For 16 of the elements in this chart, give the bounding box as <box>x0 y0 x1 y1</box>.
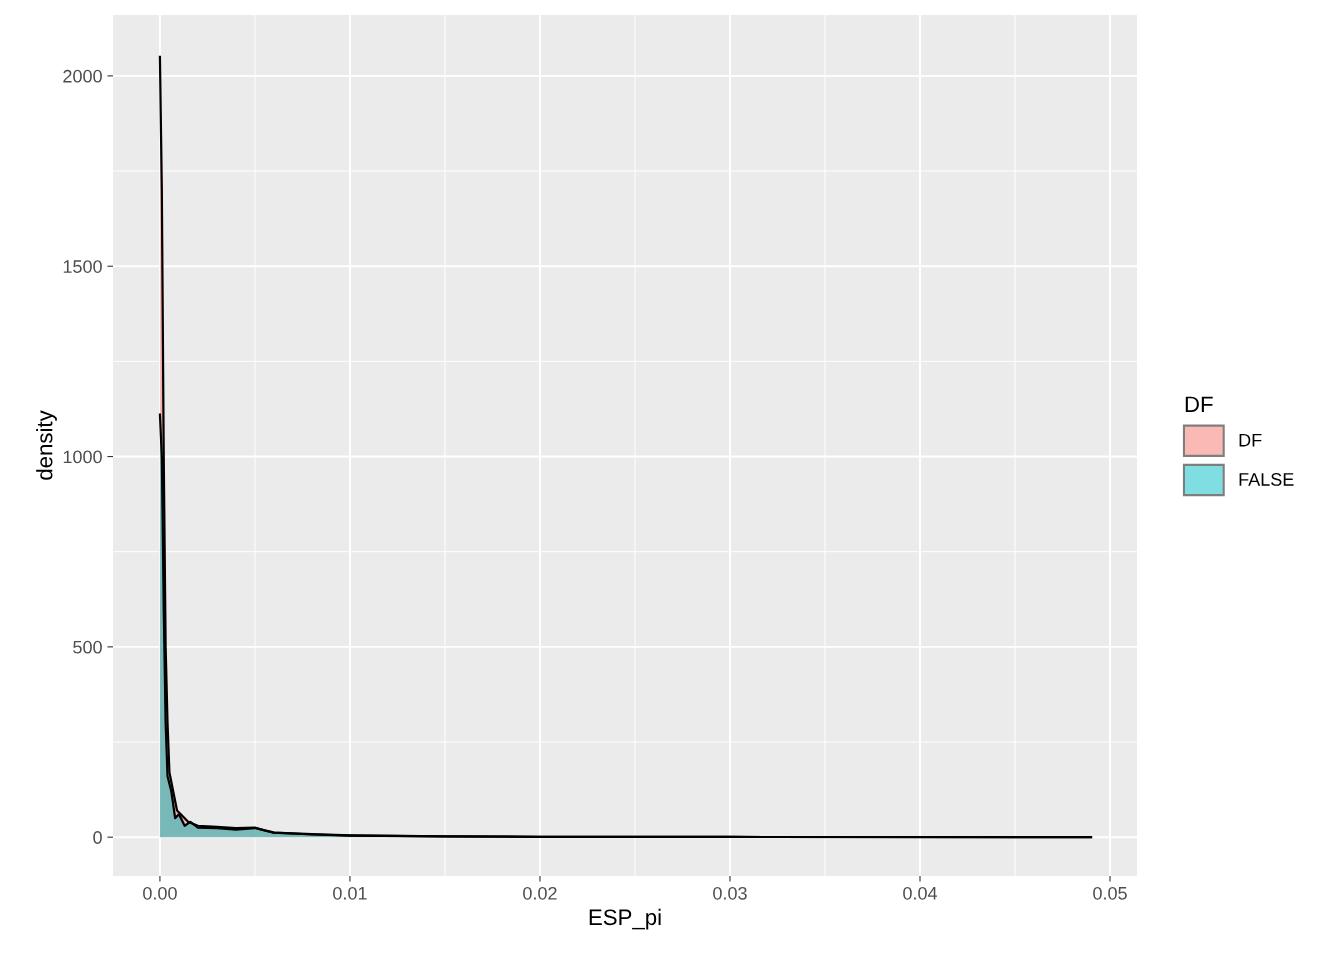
x-tick-label: 0.04 <box>903 886 938 900</box>
x-axis-title: ESP_pi <box>589 908 661 930</box>
x-tick-label: 0.02 <box>523 886 557 900</box>
x-tick-label: 0.03 <box>713 886 747 900</box>
y-tick-label: 500 <box>73 640 102 654</box>
y-axis-title: density <box>36 410 57 480</box>
legend-title: DF <box>1185 396 1213 412</box>
x-tick-label: 0.05 <box>1093 886 1127 900</box>
y-tick-label: 2000 <box>63 69 102 83</box>
legend-label: FALSE <box>1239 473 1294 486</box>
x-tick-label: 0.01 <box>333 886 367 900</box>
y-tick-label: 0 <box>93 831 102 844</box>
x-tick-label: 0.00 <box>143 886 177 900</box>
y-tick-label: 1000 <box>63 450 102 464</box>
legend-label: DF <box>1239 433 1262 447</box>
y-tick-label: 1500 <box>63 260 102 273</box>
